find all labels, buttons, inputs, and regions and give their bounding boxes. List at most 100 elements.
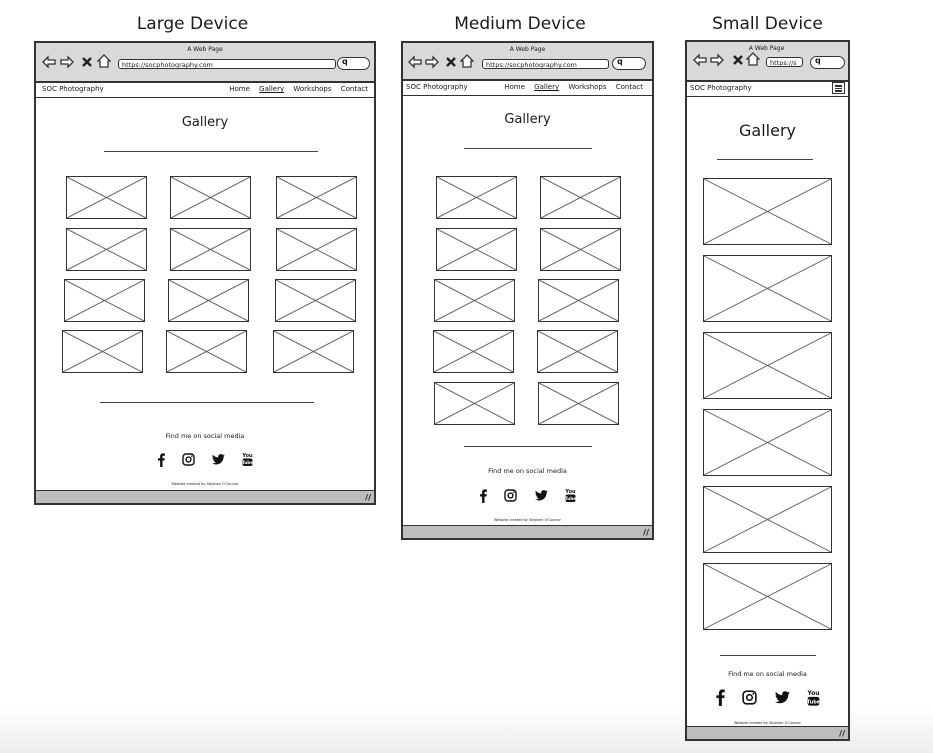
footer-divider	[720, 655, 816, 656]
heading-divider	[104, 151, 318, 152]
gallery-image-placeholder	[703, 409, 832, 476]
site-credit: Website created by Stephen O'Connor	[494, 518, 561, 522]
nav-home[interactable]: Home	[504, 83, 525, 91]
twitter-icon[interactable]	[534, 490, 548, 501]
image-placeholder-icon	[277, 177, 356, 218]
image-placeholder-icon	[276, 280, 355, 321]
image-placeholder-icon	[274, 331, 353, 372]
forward-arrow-icon[interactable]	[425, 55, 439, 69]
gallery-image-placeholder	[170, 228, 251, 271]
gallery-image-placeholder	[703, 563, 832, 630]
gallery-image-placeholder	[703, 332, 832, 399]
site-credit: Website created by Stephen O'Connor	[734, 721, 801, 725]
image-placeholder-icon	[704, 333, 831, 398]
heading-divider	[717, 159, 813, 160]
gallery-image-placeholder	[703, 178, 832, 245]
gallery-image-placeholder	[276, 176, 357, 219]
gallery-image-placeholder	[275, 279, 356, 322]
home-icon[interactable]	[460, 54, 474, 68]
image-placeholder-icon	[63, 331, 142, 372]
hamburger-menu-icon[interactable]	[832, 82, 845, 94]
social-icons: You Tube	[403, 485, 652, 504]
gallery-image-placeholder	[276, 228, 357, 271]
close-icon[interactable]	[731, 53, 745, 67]
site-navbar: SOC Photography Home Gallery Workshops C…	[403, 79, 652, 96]
facebook-icon[interactable]	[715, 689, 726, 706]
url-bar[interactable]: https://s	[766, 57, 803, 67]
resize-grip-icon[interactable]: //	[839, 729, 845, 738]
gallery-image-placeholder	[434, 279, 515, 322]
back-arrow-icon[interactable]	[693, 53, 707, 67]
social-icons: You Tube	[36, 449, 374, 468]
url-bar[interactable]: https://socphotography.com	[482, 59, 609, 69]
site-navbar: SOC Photography	[687, 80, 848, 97]
browser-page-title: A Web Page	[509, 46, 546, 53]
image-placeholder-icon	[171, 229, 250, 270]
browser-status-bar: //	[36, 490, 374, 503]
medium-browser-window: A Web Page https://socphotography.com q …	[401, 41, 654, 540]
back-arrow-icon[interactable]	[408, 55, 422, 69]
gallery-image-placeholder	[66, 228, 147, 271]
gallery-image-placeholder	[434, 382, 515, 425]
nav-gallery[interactable]: Gallery	[259, 85, 285, 93]
image-placeholder-icon	[539, 383, 618, 424]
brand-link[interactable]: SOC Photography	[42, 85, 104, 93]
nav-workshops[interactable]: Workshops	[293, 85, 332, 93]
gallery-image-placeholder	[703, 255, 832, 322]
gallery-image-placeholder	[540, 228, 621, 271]
nav-gallery[interactable]: Gallery	[534, 83, 560, 91]
search-icon: q	[815, 56, 821, 65]
url-bar[interactable]: https://socphotography.com	[118, 59, 336, 69]
image-placeholder-icon	[437, 229, 516, 270]
site-credit: Website created by Stephen O'Connor	[171, 482, 239, 486]
image-placeholder-icon	[704, 256, 831, 321]
nav-home[interactable]: Home	[229, 85, 250, 93]
image-placeholder-icon	[277, 229, 356, 270]
footer-divider	[100, 402, 314, 403]
gallery-image-placeholder	[538, 382, 619, 425]
brand-link[interactable]: SOC Photography	[690, 84, 752, 92]
resize-grip-icon[interactable]: //	[643, 528, 649, 537]
forward-arrow-icon[interactable]	[60, 55, 74, 69]
browser-search-field[interactable]: q	[337, 57, 370, 70]
nav-contact[interactable]: Contact	[615, 83, 643, 91]
gallery-image-placeholder	[433, 330, 514, 373]
gallery-image-placeholder	[436, 176, 517, 219]
image-placeholder-icon	[538, 331, 617, 372]
resize-grip-icon[interactable]: //	[365, 493, 371, 502]
svg-text:Tube: Tube	[242, 460, 253, 465]
image-placeholder-icon	[704, 564, 831, 629]
browser-search-field[interactable]: q	[810, 56, 845, 69]
browser-chrome: A Web Page https://s q	[687, 42, 848, 82]
back-arrow-icon[interactable]	[42, 55, 56, 69]
home-icon[interactable]	[97, 54, 111, 68]
gallery-image-placeholder	[62, 330, 143, 373]
nav-contact[interactable]: Contact	[340, 85, 368, 93]
search-icon: q	[617, 57, 623, 66]
browser-status-bar: //	[687, 726, 848, 739]
twitter-icon[interactable]	[212, 454, 225, 465]
nav-workshops[interactable]: Workshops	[568, 83, 607, 91]
gallery-image-placeholder	[66, 176, 147, 219]
facebook-icon[interactable]	[157, 452, 165, 467]
twitter-icon[interactable]	[774, 691, 790, 704]
image-placeholder-icon	[67, 229, 146, 270]
browser-search-field[interactable]: q	[612, 57, 646, 70]
brand-link[interactable]: SOC Photography	[406, 83, 468, 91]
image-placeholder-icon	[704, 179, 831, 244]
instagram-icon[interactable]	[182, 453, 195, 466]
image-placeholder-icon	[435, 383, 514, 424]
forward-arrow-icon[interactable]	[710, 53, 724, 67]
facebook-icon[interactable]	[479, 488, 488, 503]
instagram-icon[interactable]	[504, 489, 518, 502]
close-icon[interactable]	[80, 55, 94, 69]
svg-text:You: You	[242, 453, 253, 459]
site-navbar: SOC Photography Home Gallery Workshops C…	[36, 81, 374, 98]
home-icon[interactable]	[746, 52, 760, 66]
instagram-icon[interactable]	[742, 690, 758, 705]
svg-text:Tube: Tube	[807, 699, 820, 705]
close-icon[interactable]	[444, 55, 458, 69]
